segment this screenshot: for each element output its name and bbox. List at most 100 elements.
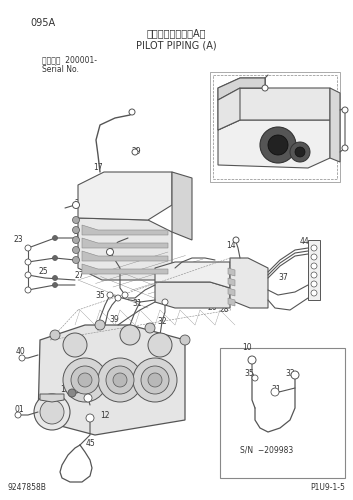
Polygon shape (218, 88, 240, 130)
Circle shape (162, 299, 168, 305)
Circle shape (25, 259, 31, 265)
Polygon shape (78, 218, 172, 280)
Circle shape (311, 245, 317, 251)
Text: 32: 32 (157, 318, 167, 326)
Circle shape (34, 394, 70, 430)
Circle shape (63, 333, 87, 357)
Polygon shape (228, 298, 235, 306)
Circle shape (271, 388, 279, 396)
Circle shape (145, 323, 155, 333)
Text: 32: 32 (285, 370, 295, 378)
Circle shape (129, 109, 135, 115)
Polygon shape (218, 78, 265, 100)
Text: 01: 01 (14, 406, 24, 414)
Circle shape (53, 256, 58, 260)
Circle shape (295, 147, 305, 157)
Text: 39: 39 (109, 316, 119, 324)
Circle shape (68, 389, 76, 397)
Circle shape (106, 366, 134, 394)
Circle shape (107, 292, 113, 298)
Text: PILOT PIPING (A): PILOT PIPING (A) (136, 40, 216, 50)
Circle shape (132, 149, 138, 155)
Circle shape (148, 373, 162, 387)
Circle shape (122, 292, 128, 298)
Circle shape (25, 272, 31, 278)
Circle shape (15, 412, 21, 418)
Text: P1U9-1-5: P1U9-1-5 (310, 483, 345, 492)
Polygon shape (228, 278, 235, 286)
Circle shape (342, 107, 348, 113)
Circle shape (72, 226, 79, 234)
Polygon shape (218, 120, 330, 168)
Circle shape (252, 375, 258, 381)
Circle shape (40, 400, 64, 424)
Text: S/N  −209983: S/N −209983 (240, 446, 293, 454)
Circle shape (53, 236, 58, 240)
Polygon shape (155, 262, 230, 288)
Circle shape (84, 394, 92, 402)
Circle shape (53, 276, 58, 280)
Polygon shape (218, 78, 265, 100)
Text: 28: 28 (219, 306, 229, 314)
Polygon shape (82, 264, 168, 274)
Circle shape (71, 366, 99, 394)
Circle shape (98, 358, 142, 402)
Circle shape (72, 202, 79, 208)
Circle shape (291, 371, 299, 379)
Circle shape (113, 373, 127, 387)
Circle shape (25, 287, 31, 293)
Circle shape (86, 414, 94, 422)
Text: 095A: 095A (30, 18, 55, 28)
Polygon shape (228, 288, 235, 296)
Polygon shape (155, 282, 230, 308)
Text: 26: 26 (73, 234, 83, 242)
Polygon shape (308, 240, 320, 300)
Text: 9247858B: 9247858B (8, 483, 47, 492)
Circle shape (107, 248, 114, 256)
Text: 45: 45 (85, 440, 95, 448)
Text: 27: 27 (115, 274, 125, 282)
Text: 36: 36 (123, 332, 133, 340)
Circle shape (233, 237, 239, 243)
Text: 10: 10 (101, 250, 111, 260)
Polygon shape (230, 258, 268, 308)
Polygon shape (82, 238, 168, 248)
Circle shape (120, 325, 140, 345)
Text: 13: 13 (60, 386, 70, 394)
Circle shape (95, 320, 105, 330)
Text: 37: 37 (278, 272, 288, 281)
Text: 33: 33 (193, 280, 203, 289)
Circle shape (25, 245, 31, 251)
Text: 33: 33 (202, 264, 212, 274)
Circle shape (311, 263, 317, 269)
Polygon shape (330, 88, 340, 162)
Circle shape (311, 272, 317, 278)
Text: 35: 35 (244, 368, 254, 378)
Bar (220, 348, 345, 478)
Circle shape (78, 373, 92, 387)
Text: 29: 29 (131, 148, 141, 156)
Circle shape (72, 216, 79, 224)
Text: 31: 31 (132, 298, 142, 308)
Polygon shape (82, 251, 168, 261)
Circle shape (311, 254, 317, 260)
Circle shape (268, 135, 288, 155)
Text: 14: 14 (226, 242, 236, 250)
Polygon shape (172, 172, 192, 240)
Circle shape (342, 145, 348, 151)
Text: 27: 27 (74, 200, 84, 208)
Circle shape (53, 282, 58, 288)
Circle shape (133, 358, 177, 402)
Circle shape (290, 142, 310, 162)
Circle shape (19, 355, 25, 361)
Circle shape (50, 330, 60, 340)
Circle shape (72, 256, 79, 264)
Text: 42: 42 (83, 384, 93, 392)
Bar (213, 75, 337, 179)
Circle shape (141, 366, 169, 394)
Circle shape (72, 236, 79, 244)
Text: 43: 43 (249, 268, 259, 276)
Circle shape (63, 358, 107, 402)
Circle shape (248, 356, 256, 364)
Circle shape (72, 246, 79, 254)
